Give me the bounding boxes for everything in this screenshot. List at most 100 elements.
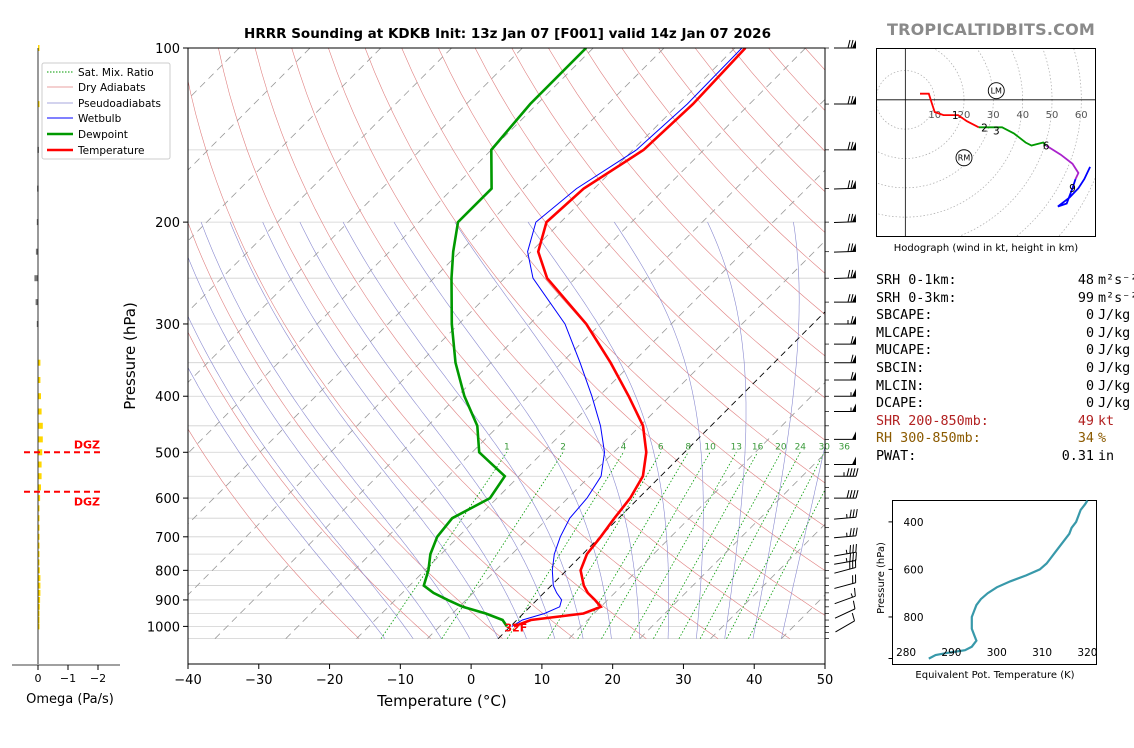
svg-text:Temperature: Temperature	[77, 145, 145, 157]
omega-bar	[38, 436, 43, 443]
stat-value: 48	[1077, 273, 1094, 288]
temperature-tick-label: 10	[534, 673, 551, 688]
stat-value: 99	[1077, 290, 1094, 306]
svg-text:Wetbulb: Wetbulb	[78, 113, 122, 125]
omega-bar	[38, 559, 40, 566]
theta-e-panel: 280 290 300 310 320 400 600 800 Equivalent Pot…	[876, 499, 1097, 681]
legend-box	[41, 62, 171, 160]
pseudoadiabat	[527, 221, 669, 639]
omega-bar	[38, 603, 40, 610]
wind-barb	[833, 269, 857, 280]
hodograph-ring	[876, 48, 965, 159]
wetbulb-line	[511, 48, 743, 627]
dry-adiabat	[584, 48, 825, 315]
temperature-tick-label: −40	[174, 673, 201, 688]
stat-unit: J/kg	[1098, 396, 1131, 412]
theta-e-axis-label: Equivalent Pot. Temperature (K)	[915, 670, 1074, 681]
hodograph-ring	[1095, 236, 1096, 237]
svg-text:RM: RM	[958, 154, 971, 163]
mixing-ratio-label: 8	[685, 442, 691, 452]
stat-value: 0	[1085, 308, 1094, 324]
pressure-axis: 100 200 300 400 500 600 700 800 900 1000	[147, 42, 829, 640]
stat-unit: J/kg	[1098, 343, 1131, 359]
isobars	[188, 48, 825, 640]
hodograph-height-label: 2	[981, 122, 988, 134]
theta-e-tick-label: 320	[1077, 647, 1097, 659]
dry-adiabat	[188, 331, 432, 639]
isotherm-line	[568, 382, 825, 639]
stat-value: 0.31	[1061, 448, 1094, 464]
legend: Sat. Mix. Ratio Dry Adiabats Pseudoadiab…	[41, 62, 171, 160]
stat-unit: J/kg	[1098, 325, 1131, 341]
dry-adiabat	[364, 48, 825, 571]
hodograph-segment	[978, 126, 1047, 147]
pseudoadiabat	[393, 221, 612, 639]
omega-bar	[38, 542, 40, 549]
isotherm-line	[188, 48, 382, 242]
dgz-bottom-label: DGZ	[74, 496, 100, 509]
mixing-ratio-line	[629, 452, 737, 639]
stat-unit: kt	[1098, 413, 1115, 429]
mixing-ratio-label: 30	[819, 442, 831, 452]
dry-adiabat	[291, 48, 791, 639]
sounding-title: HRRR Sounding at KDKB Init: 13z Jan 07 […	[244, 26, 771, 42]
wind-barb	[833, 180, 857, 190]
wind-barb	[833, 243, 857, 253]
stat-label: PWAT:	[876, 448, 917, 464]
omega-bar	[38, 461, 42, 468]
omega-bar	[38, 45, 40, 51]
stat-unit: m²s⁻²	[1098, 273, 1134, 288]
temperature-tick-label: 20	[604, 673, 621, 688]
pseudoadiabats	[188, 221, 825, 639]
hodograph-height-label: 9	[1069, 183, 1076, 195]
dry-adiabat	[731, 48, 825, 152]
isotherm-line	[188, 48, 665, 525]
wind-barb	[834, 354, 856, 364]
mixing-ratio-line	[678, 452, 782, 639]
mixing-ratio-line	[726, 452, 825, 639]
pressure-tick-label: 800	[155, 564, 180, 579]
omega-tick-label: −1	[60, 672, 76, 685]
stat-label: MLCIN:	[876, 378, 925, 394]
hodograph-ring-label: 10	[928, 110, 941, 121]
wind-barb	[834, 600, 856, 619]
brand-watermark: TROPICALTIDBITS.COM	[886, 20, 1096, 39]
stat-label: SHR 200-850mb:	[876, 413, 989, 429]
mixing-ratio-label: 24	[795, 442, 807, 452]
omega-bar	[38, 596, 41, 603]
stat-label: SRH 0-1km:	[876, 273, 957, 288]
pressure-tick-label: 900	[155, 594, 180, 609]
temperature-tick-label: 40	[746, 673, 763, 688]
stat-unit: %	[1098, 431, 1107, 447]
stat-value: 34	[1077, 431, 1094, 447]
temperature-tick-label: −30	[245, 673, 272, 688]
pressure-axis-label: Pressure (hPa)	[121, 302, 139, 410]
pseudoadiabat	[229, 221, 499, 639]
hodograph-height-label: 1	[952, 110, 959, 122]
omega-bar	[38, 393, 41, 400]
omega-bar	[38, 610, 40, 617]
pseudoadiabat	[188, 315, 414, 639]
pressure-tick-label: 700	[155, 531, 180, 546]
stat-value: 0	[1085, 325, 1094, 341]
temperature-line	[513, 48, 747, 628]
omega-bar	[38, 575, 41, 582]
isotherm-line	[781, 594, 825, 639]
stat-value: 49	[1077, 413, 1094, 429]
hodograph-segment	[920, 92, 980, 129]
omega-tick-label: 0	[35, 672, 42, 685]
dgz-top-label: DGZ	[74, 438, 100, 451]
omega-bar	[38, 473, 42, 480]
pressure-tick-label: 500	[155, 446, 180, 461]
omega-bar	[38, 505, 40, 512]
theta-e-x-axis: 280 290 300 310 320	[896, 647, 1097, 659]
omega-bar	[38, 567, 40, 574]
mixing-ratio-line	[601, 452, 711, 639]
skewt-frame	[187, 47, 826, 665]
omega-bar	[38, 515, 40, 522]
dry-adiabat	[438, 48, 825, 484]
temperature-tick-label: 50	[817, 673, 834, 688]
pseudoadiabat	[299, 221, 556, 639]
hodograph-height-label: 6	[1043, 141, 1050, 153]
omega-bar	[38, 617, 40, 623]
